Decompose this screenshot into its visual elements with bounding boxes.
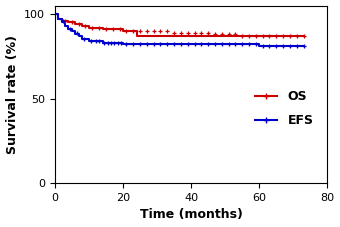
X-axis label: Time (months): Time (months) <box>140 208 242 222</box>
Y-axis label: Survival rate (%): Survival rate (%) <box>5 35 19 154</box>
Legend: OS, EFS: OS, EFS <box>250 85 318 132</box>
